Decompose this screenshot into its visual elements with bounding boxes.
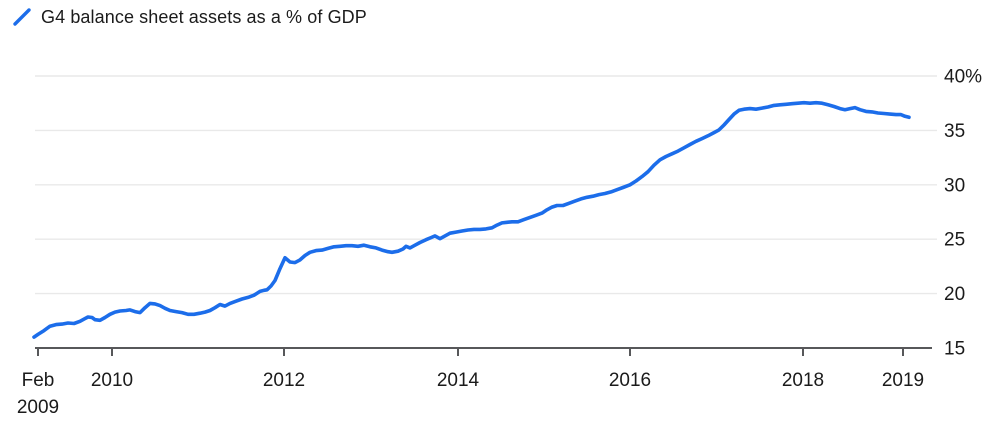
x-axis-label-2009: 2009: [17, 397, 59, 418]
y-axis-label-30: 30: [944, 175, 965, 196]
x-axis-label-2016: 2016: [609, 370, 651, 391]
legend-line-marker-icon: [13, 8, 31, 26]
x-axis-label-2012: 2012: [263, 370, 305, 391]
x-axis-label-2018: 2018: [782, 370, 824, 391]
y-axis-label-40: 40%: [944, 67, 982, 88]
y-axis-label-25: 25: [944, 230, 965, 251]
x-axis-label-Feb: Feb: [22, 370, 55, 391]
legend-label: G4 balance sheet assets as a % of GDP: [41, 7, 367, 27]
x-axis-label-2019: 2019: [882, 370, 924, 391]
y-axis-label-35: 35: [944, 121, 965, 142]
x-axis-label-2010: 2010: [91, 370, 133, 391]
legend: G4 balance sheet assets as a % of GDP: [12, 6, 367, 28]
y-axis-label-15: 15: [944, 339, 965, 360]
data-line-series-0: [32, 100, 911, 339]
y-axis-label-20: 20: [944, 284, 965, 305]
x-axis-label-2014: 2014: [437, 370, 480, 391]
